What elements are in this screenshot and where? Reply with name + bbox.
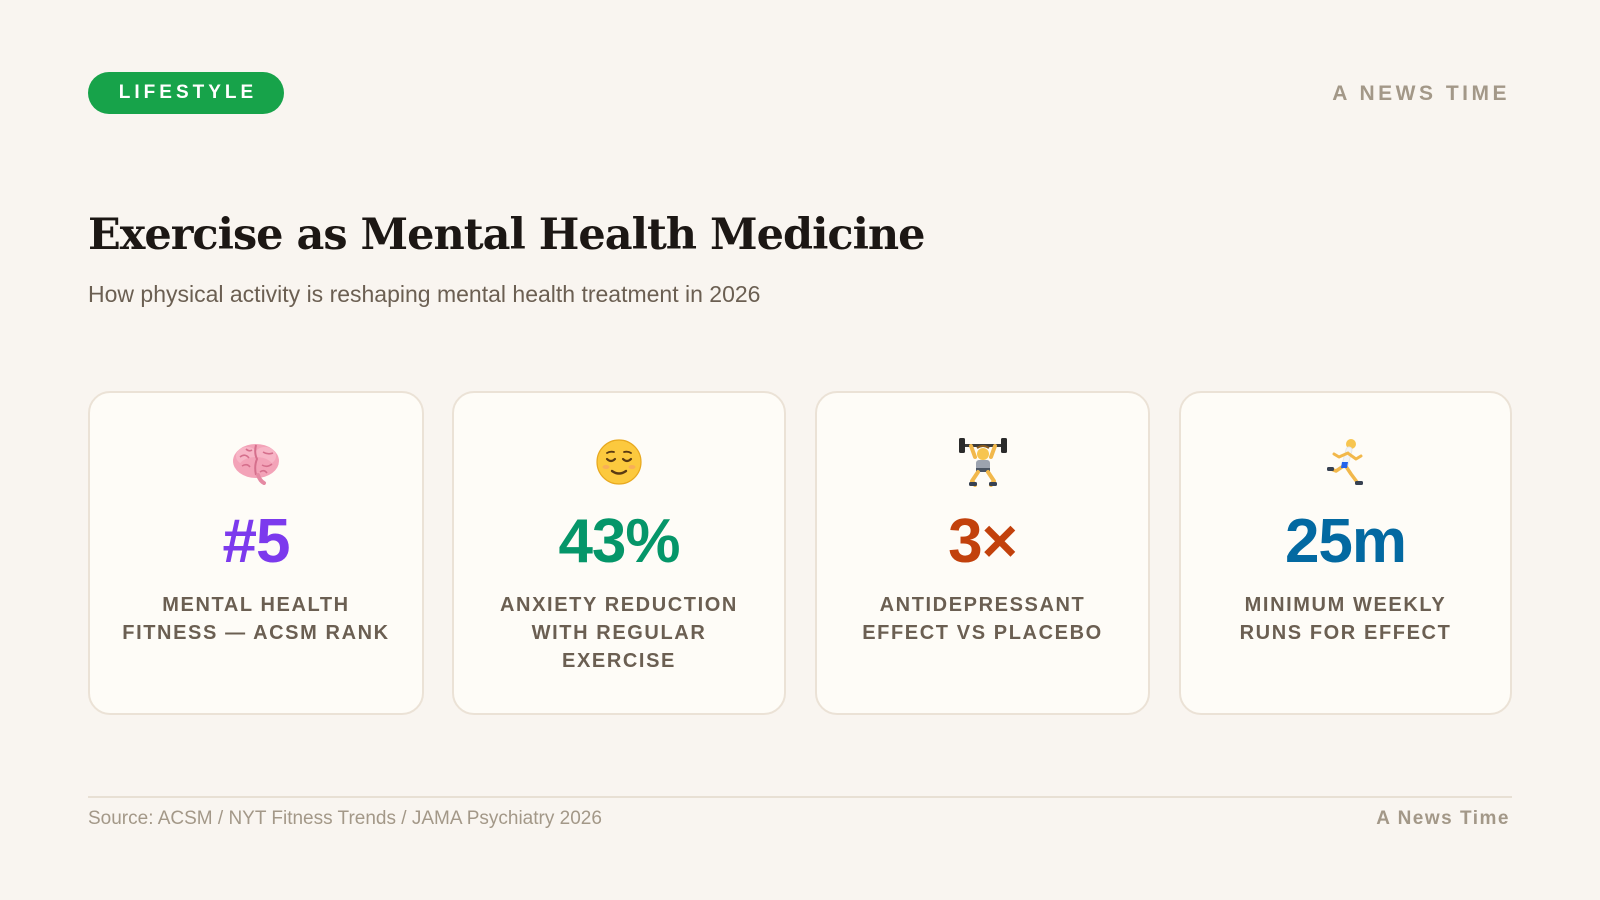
stat-card-anxiety-reduction: 43% ANXIETY REDUCTION WITH REGULAR EXERC… [452, 391, 786, 715]
brain-icon [90, 437, 422, 487]
stat-card-weekly-runs: 25m MINIMUM WEEKLY RUNS FOR EFFECT [1179, 391, 1512, 715]
stat-label: MENTAL HEALTH FITNESS — ACSM RANK [122, 594, 390, 644]
stat-label: ANTIDEPRESSANT EFFECT VS PLACEBO [862, 594, 1103, 644]
stat-value: #5 [222, 507, 291, 576]
stat-value: 3× [948, 507, 1018, 576]
runner-icon [1181, 437, 1510, 487]
brand-name: A NEWS TIME [1332, 82, 1510, 105]
source-text: Source: ACSM / NYT Fitness Trends / JAMA… [88, 808, 602, 829]
category-badge: LIFESTYLE [88, 72, 284, 114]
stat-label: MINIMUM WEEKLY RUNS FOR EFFECT [1239, 594, 1452, 644]
page-subtitle: How physical activity is reshaping menta… [88, 281, 761, 307]
stat-value: 43% [558, 507, 680, 576]
stat-value: 25m [1284, 507, 1407, 576]
footer-divider [88, 796, 1512, 798]
stat-label: ANXIETY REDUCTION WITH REGULAR EXERCISE [500, 594, 738, 672]
page-title: Exercise as Mental Health Medicine [88, 210, 926, 260]
category-label: LIFESTYLE [118, 82, 258, 103]
stat-card-acsm-rank: #5 MENTAL HEALTH FITNESS — ACSM RANK [88, 391, 424, 715]
weightlifter-icon [817, 437, 1148, 487]
footer-brand: A News Time [1376, 808, 1510, 829]
relieved-face-icon [454, 437, 784, 487]
stat-card-antidepressant-effect: 3× ANTIDEPRESSANT EFFECT VS PLACEBO [815, 391, 1150, 715]
